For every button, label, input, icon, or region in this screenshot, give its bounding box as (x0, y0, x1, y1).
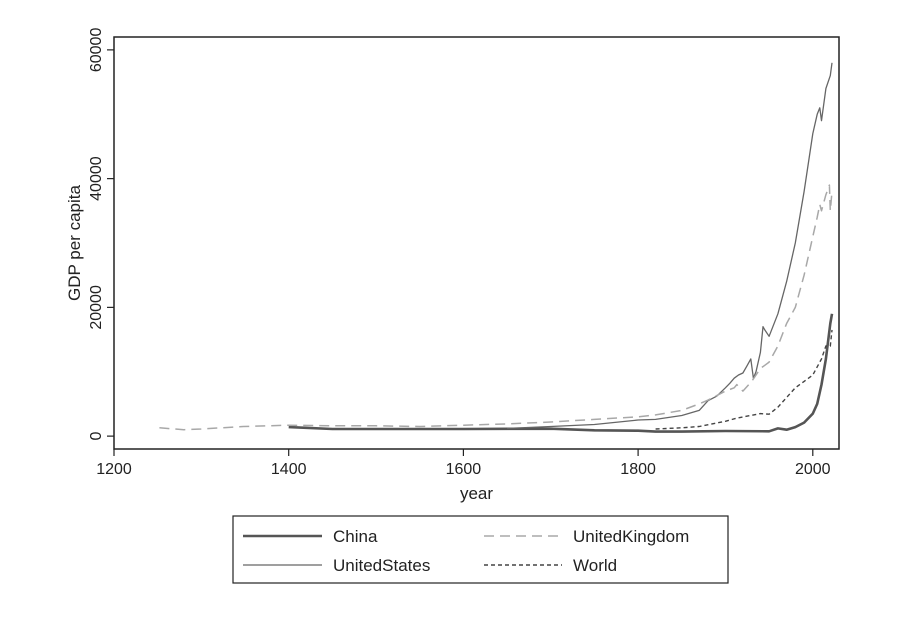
y-tick-label: 20000 (88, 285, 105, 330)
series-line-world (655, 329, 833, 430)
x-tick-label: 1200 (96, 461, 132, 478)
x-axis-ticks: 1200 1400 1600 1800 2000 (96, 449, 831, 478)
series-line-unitedstates (507, 62, 833, 430)
y-tick-label: 60000 (88, 28, 105, 73)
x-axis-title: year (460, 484, 493, 503)
legend-label-china: China (333, 527, 378, 546)
y-tick-label: 0 (88, 432, 105, 441)
x-tick-label: 2000 (795, 461, 831, 478)
legend-label-unitedstates: UnitedStates (333, 556, 430, 575)
y-axis-ticks: 0 20000 40000 60000 (88, 28, 114, 441)
plot-frame (113, 36, 840, 450)
legend-label-world: World (573, 556, 617, 575)
x-tick-label: 1400 (271, 461, 307, 478)
x-tick-label: 1800 (620, 461, 656, 478)
legend-items: China UnitedKingdom UnitedStates World (243, 527, 689, 575)
series-line-china (288, 313, 834, 433)
legend: China UnitedKingdom UnitedStates World (232, 515, 729, 584)
legend-frame (232, 515, 729, 584)
y-axis-title: GDP per capita (65, 185, 84, 301)
series-line-unitedkingdom (159, 184, 833, 431)
series-layer (159, 62, 834, 433)
legend-label-unitedkingdom: UnitedKingdom (573, 527, 689, 546)
y-tick-label: 40000 (88, 156, 105, 201)
x-tick-label: 1600 (446, 461, 482, 478)
